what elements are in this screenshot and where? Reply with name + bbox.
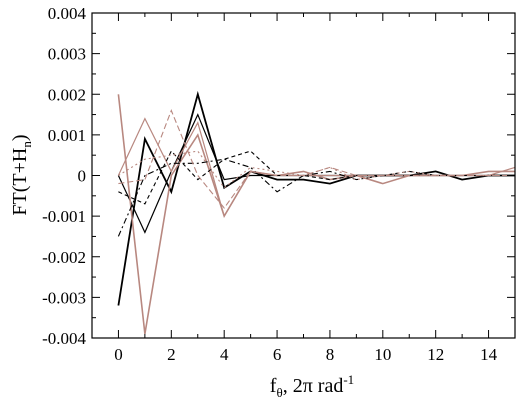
plot-frame bbox=[91, 12, 516, 339]
y-tick-label: 0.001 bbox=[48, 126, 86, 145]
x-axis-label-subscript: θ bbox=[276, 385, 282, 400]
x-tick-label: 8 bbox=[326, 345, 335, 364]
x-axis-label-rest: , 2π rad bbox=[283, 375, 344, 397]
y-tick-label: -0.002 bbox=[42, 248, 86, 267]
x-tick-label: 4 bbox=[220, 345, 229, 364]
series-line-3 bbox=[117, 94, 515, 335]
x-tick-label: 0 bbox=[114, 345, 123, 364]
series-layer bbox=[117, 90, 516, 335]
x-tick-label: 6 bbox=[273, 345, 282, 364]
y-tick-label: -0.003 bbox=[42, 288, 86, 307]
y-tick-label: 0.002 bbox=[48, 85, 86, 104]
y-tick-label: 0.003 bbox=[48, 45, 86, 64]
ticks-layer: 0 2 4 6 8 10 12 14 -0.004 -0.003 -0.002 -0.001 0 0.00… bbox=[42, 4, 516, 364]
x-tick-label: 12 bbox=[427, 345, 444, 364]
x-tick-label: 10 bbox=[374, 345, 391, 364]
x-tick-label: 14 bbox=[480, 345, 498, 364]
series-line-5 bbox=[117, 158, 515, 237]
series-line-6 bbox=[118, 150, 515, 205]
y-tick-label: 0 bbox=[78, 167, 87, 186]
y-tick-label: -0.004 bbox=[42, 329, 86, 348]
x-axis-label-main: f bbox=[270, 375, 277, 397]
y-tick-label: 0.004 bbox=[48, 4, 87, 23]
y-tick-label: -0.001 bbox=[42, 207, 86, 226]
y-axis-label: FT(T+Hn) bbox=[9, 134, 34, 215]
x-axis-label-superscript: -1 bbox=[343, 372, 354, 387]
series-line-8 bbox=[118, 150, 515, 189]
y-axis-label-subscript: n bbox=[19, 141, 34, 148]
x-axis-label: fθ, 2π rad-1 bbox=[270, 372, 354, 400]
y-axis-label-main: FT(T+H bbox=[9, 148, 31, 216]
y-axis-label-close: ) bbox=[9, 134, 31, 141]
x-tick-label: 2 bbox=[167, 345, 176, 364]
